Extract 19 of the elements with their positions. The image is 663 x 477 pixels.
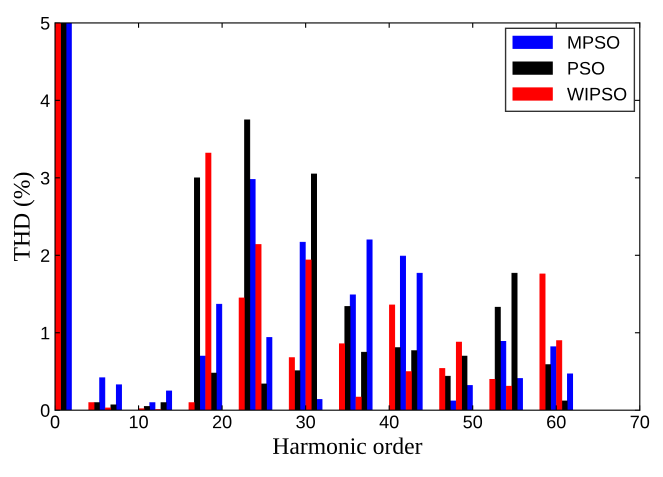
legend-label: WIPSO [567, 88, 626, 101]
y-tick-label: 1 [42, 326, 50, 340]
y-tick-label: 5 [40, 17, 50, 30]
y-tick-label: 3 [40, 172, 50, 185]
y-tick-label: 4 [40, 94, 50, 107]
x-tick-label: 20 [212, 416, 232, 428]
y-tick-label: 2 [41, 249, 50, 262]
x-tick-label: 0 [50, 416, 60, 428]
x-tick-label: 70 [630, 416, 650, 428]
x-tick-label: 50 [463, 416, 482, 428]
legend-label: PSO [568, 62, 604, 75]
x-tick-label: 40 [380, 416, 399, 428]
y-tick-label: 0 [40, 404, 50, 417]
y-axis-title: THD (%) [13, 172, 35, 262]
legend-label: MPSO [568, 36, 620, 49]
x-tick-label: 30 [296, 416, 315, 428]
x-tick-label: 10 [130, 416, 148, 428]
x-tick-label: 60 [547, 416, 566, 428]
x-axis-title: Harmonic order [273, 437, 422, 454]
